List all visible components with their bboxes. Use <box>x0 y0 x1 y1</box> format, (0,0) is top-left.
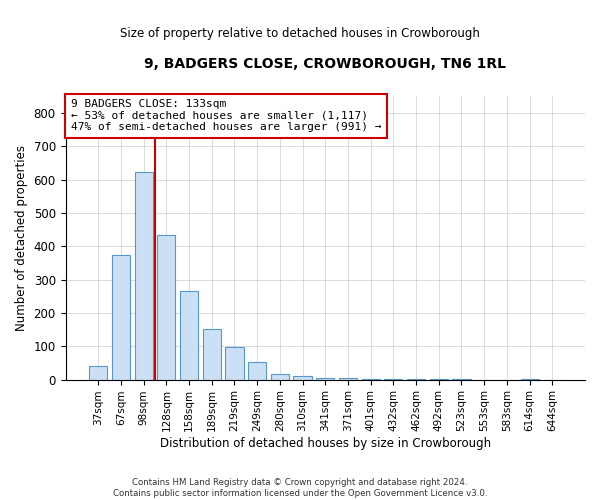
Bar <box>226 348 244 380</box>
Bar <box>293 376 311 380</box>
Bar <box>157 234 175 380</box>
Bar <box>180 292 198 380</box>
Bar <box>362 378 380 380</box>
Text: Contains HM Land Registry data © Crown copyright and database right 2024.
Contai: Contains HM Land Registry data © Crown c… <box>113 478 487 498</box>
Bar <box>339 378 357 380</box>
Bar <box>271 374 289 380</box>
Text: Size of property relative to detached houses in Crowborough: Size of property relative to detached ho… <box>120 28 480 40</box>
Bar <box>112 254 130 380</box>
Text: 9 BADGERS CLOSE: 133sqm
← 53% of detached houses are smaller (1,117)
47% of semi: 9 BADGERS CLOSE: 133sqm ← 53% of detache… <box>71 99 381 132</box>
Bar <box>316 378 334 380</box>
Bar <box>203 329 221 380</box>
Title: 9, BADGERS CLOSE, CROWBOROUGH, TN6 1RL: 9, BADGERS CLOSE, CROWBOROUGH, TN6 1RL <box>144 58 506 71</box>
Y-axis label: Number of detached properties: Number of detached properties <box>15 145 28 331</box>
X-axis label: Distribution of detached houses by size in Crowborough: Distribution of detached houses by size … <box>160 437 491 450</box>
Bar <box>384 379 403 380</box>
Bar <box>248 362 266 380</box>
Bar <box>89 366 107 380</box>
Bar <box>134 172 153 380</box>
